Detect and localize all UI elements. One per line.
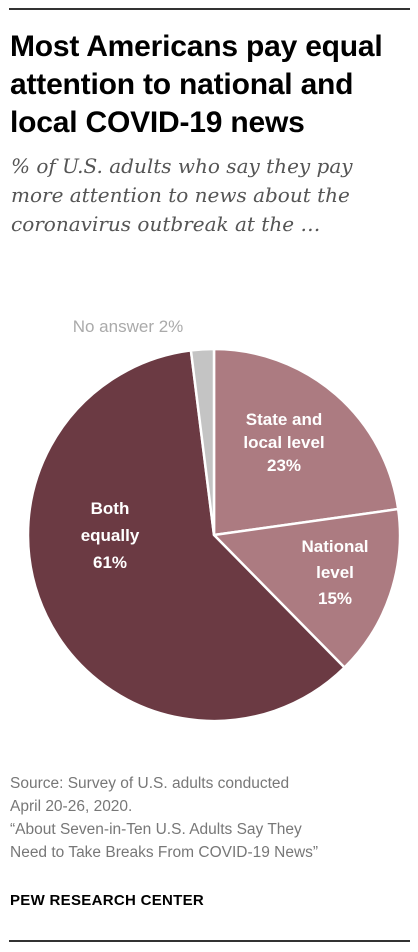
- chart-subtitle: % of U.S. adults who say they pay more a…: [11, 154, 353, 236]
- state-local-label: State and local level 23%: [243, 410, 324, 475]
- slice-label-line: National: [301, 537, 368, 556]
- source-line: Source: Survey of U.S. adults conducted: [10, 775, 290, 792]
- source-line: “About Seven-in-Ten U.S. Adults Say They: [10, 821, 302, 838]
- both-equally-label: Both equally 61%: [81, 499, 140, 572]
- both-equally-slice: [26, 349, 346, 723]
- pie-chart: State and local level 23% National level 15% B…: [26, 317, 402, 723]
- bottom-rule: [9, 940, 410, 942]
- source-line: April 20-26, 2020.: [10, 798, 133, 815]
- slice-label-line: 23%: [267, 456, 301, 475]
- chart-title: Most Americans pay equal attention to na…: [10, 30, 383, 139]
- slice-label-line: No answer 2%: [73, 317, 184, 336]
- top-rule: [9, 8, 410, 10]
- source-line: Need to Take Breaks From COVID-19 News”: [10, 844, 319, 861]
- slice-label-line: 15%: [318, 589, 352, 608]
- org-name: PEW RESEARCH CENTER: [10, 892, 205, 909]
- no-answer-slice: [189, 347, 216, 537]
- slice-label-line: equally: [81, 526, 140, 545]
- national-label: National level 15%: [301, 537, 368, 608]
- national-slice: [212, 507, 402, 669]
- no-answer-label: No answer 2%: [73, 317, 184, 336]
- slice-label-line: local level: [243, 433, 324, 452]
- slice-label-line: 61%: [93, 553, 127, 572]
- slice-label-line: State and: [246, 410, 323, 429]
- source-note: Source: Survey of U.S. adults conducted …: [10, 772, 410, 864]
- slice-label-line: Both: [91, 499, 130, 518]
- state-local-slice: [212, 347, 400, 537]
- slice-label-line: level: [316, 563, 354, 582]
